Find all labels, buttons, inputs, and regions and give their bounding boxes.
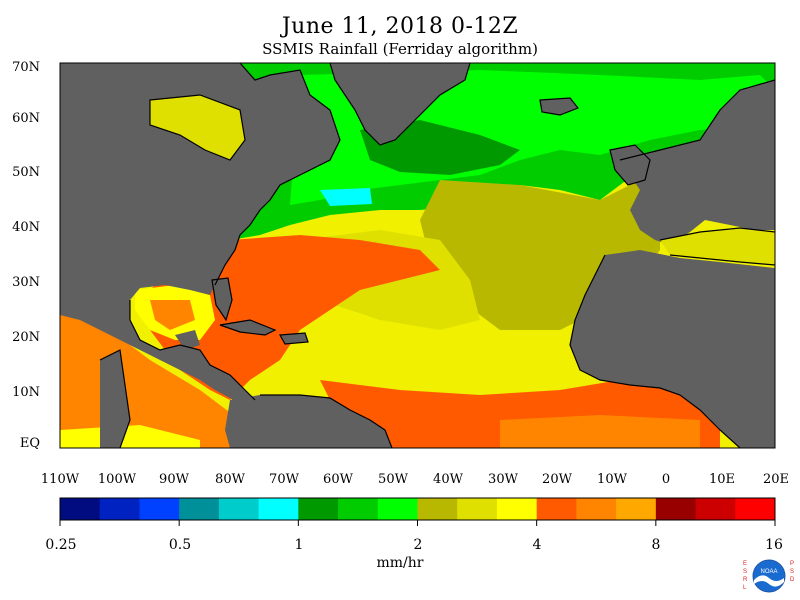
land-cuba xyxy=(220,320,275,335)
lat-label-10n: 10N xyxy=(12,385,40,400)
lon-label-30w: 30W xyxy=(488,472,518,487)
rain-region-gulf-inner xyxy=(150,300,195,330)
colorbar-label-0-5: 0.5 xyxy=(168,537,192,553)
lon-label-20e: 20E xyxy=(762,472,790,487)
lon-label-50w: 50W xyxy=(378,472,408,487)
land-south-america xyxy=(225,395,392,448)
colorbar-cell xyxy=(496,498,538,520)
rain-region-pacific-yellow xyxy=(60,425,200,448)
colorbar-cell xyxy=(457,498,498,520)
rain-band-itcz-light xyxy=(500,415,700,448)
map-frame xyxy=(59,62,776,449)
lat-label-40n: 40N xyxy=(12,220,40,235)
hudson-bay xyxy=(150,95,245,160)
lon-label-80w: 80W xyxy=(215,472,245,487)
lon-label-20w: 20W xyxy=(542,472,572,487)
colorbar-cell xyxy=(179,498,220,520)
land-central-america xyxy=(60,300,255,410)
map-subtitle: SSMIS Rainfall (Ferriday algorithm) xyxy=(262,40,538,58)
lon-label-110w: 110W xyxy=(40,472,80,487)
lat-label-eq: EQ xyxy=(19,436,40,451)
colorbar-cell xyxy=(139,498,180,520)
mediterranean xyxy=(660,228,775,265)
lat-label-30n: 30N xyxy=(12,275,40,290)
colorbar-label-16: 16 xyxy=(765,537,783,553)
rain-patch-cyan xyxy=(320,188,372,206)
lon-label-60w: 60W xyxy=(323,472,353,487)
land-europe xyxy=(620,80,775,245)
lat-label-50n: 50N xyxy=(12,165,40,180)
colorbar-cell xyxy=(695,498,736,520)
colorbar-label-2: 2 xyxy=(413,537,423,553)
colorbar-units: mm/hr xyxy=(376,555,424,571)
colorbar-cell xyxy=(218,498,260,520)
lon-label-10e: 10E xyxy=(708,472,736,487)
colorbar-cell xyxy=(536,498,577,520)
lon-label-40w: 40W xyxy=(433,472,463,487)
colorbar-label-0-25: 0.25 xyxy=(45,537,77,553)
land-iceland xyxy=(540,98,578,115)
colorbar-cell xyxy=(258,498,299,520)
map-title: June 11, 2018 0-12Z xyxy=(281,14,519,39)
colorbar-cell xyxy=(576,498,617,520)
colorbar-cell xyxy=(338,498,379,520)
land-hispaniola xyxy=(280,333,308,344)
land-africa xyxy=(570,250,775,448)
colorbar-cell xyxy=(616,498,657,520)
colorbar-label-1: 1 xyxy=(294,537,304,553)
lon-label-100w: 100W xyxy=(97,472,137,487)
lat-label-20n: 20N xyxy=(12,330,40,345)
colorbar-cell xyxy=(298,498,339,520)
colorbar-cell xyxy=(99,498,140,520)
colorbar-cell xyxy=(377,498,418,520)
lon-label-0: 0 xyxy=(661,472,671,487)
lat-label-60n: 60N xyxy=(12,111,40,126)
colorbar-cell xyxy=(417,498,458,520)
colorbar-cell xyxy=(60,498,101,520)
land-north-america xyxy=(60,63,340,305)
lon-label-70w: 70W xyxy=(269,472,299,487)
land-florida xyxy=(212,278,232,320)
colorbar-label-8: 8 xyxy=(651,537,661,553)
colorbar-cell xyxy=(655,498,697,520)
land-pacific-wedge xyxy=(100,350,130,448)
land-greenland xyxy=(330,63,470,145)
noaa-logo-center-text: NOAA xyxy=(760,569,777,575)
lat-label-70n: 70N xyxy=(12,60,40,75)
lon-label-10w: 10W xyxy=(597,472,627,487)
colorbar-cell xyxy=(735,498,776,520)
lon-label-90w: 90W xyxy=(159,472,189,487)
colorbar-label-4: 4 xyxy=(532,537,542,553)
land-yucatan xyxy=(175,330,200,350)
